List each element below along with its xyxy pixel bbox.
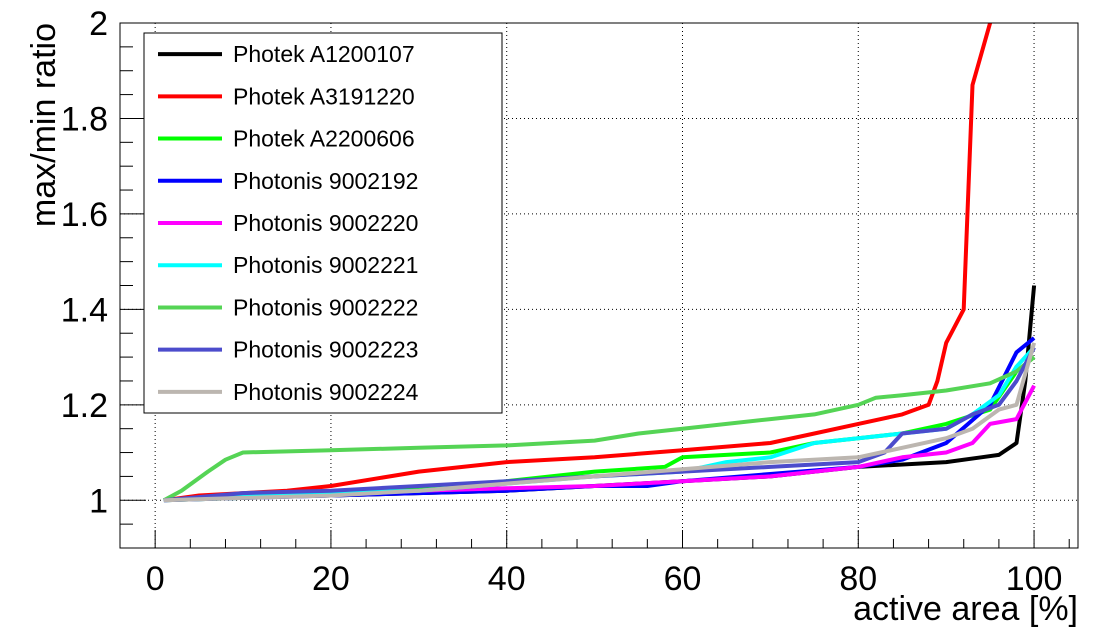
series-line-2 [163, 23, 993, 503]
legend-entry: Photonis 9002220 [233, 210, 418, 236]
y-tick-label: 2 [89, 5, 108, 43]
legend-entry: Photonis 9002222 [233, 294, 418, 320]
series-line-7 [162, 355, 1036, 503]
x-tick-label: 60 [664, 560, 702, 598]
y-tick-label: 1.8 [61, 100, 108, 138]
y-tick-label: 1.4 [61, 291, 108, 329]
legend-entry: Photek A1200107 [233, 41, 415, 67]
series-layer [162, 23, 1037, 503]
x-tick-label: 80 [839, 560, 877, 598]
legend-entry: Photek A3191220 [233, 83, 415, 109]
y-tick-label: 1.2 [61, 387, 108, 425]
axis-ticks [120, 22, 1070, 549]
x-tick-label: 20 [312, 560, 350, 598]
x-tick-label: 40 [488, 560, 526, 598]
y-tick-label: 1.6 [61, 196, 108, 234]
legend-entry: Photonis 9002223 [233, 337, 418, 363]
series-line-8 [163, 346, 1036, 503]
y-axis-title: max/min ratio [25, 23, 63, 227]
legend-entry: Photonis 9002192 [233, 168, 418, 194]
x-axis-title: active area [%] [853, 590, 1078, 628]
x-tick-label: 0 [146, 560, 165, 598]
x-tick-label: 100 [1006, 560, 1063, 598]
tick-labels: 0 20 40 60 80 100 1 1.2 1.4 1.6 1.8 2 [61, 5, 1063, 598]
y-tick-label: 1 [89, 482, 108, 520]
series-line-9 [163, 342, 1037, 503]
legend-entry: Photonis 9002224 [233, 379, 419, 405]
legend-entry: Photek A2200606 [233, 126, 415, 152]
legend-entry: Photonis 9002221 [233, 252, 418, 278]
legend: Photek A1200107 Photek A3191220 Photek A22… [143, 32, 503, 414]
